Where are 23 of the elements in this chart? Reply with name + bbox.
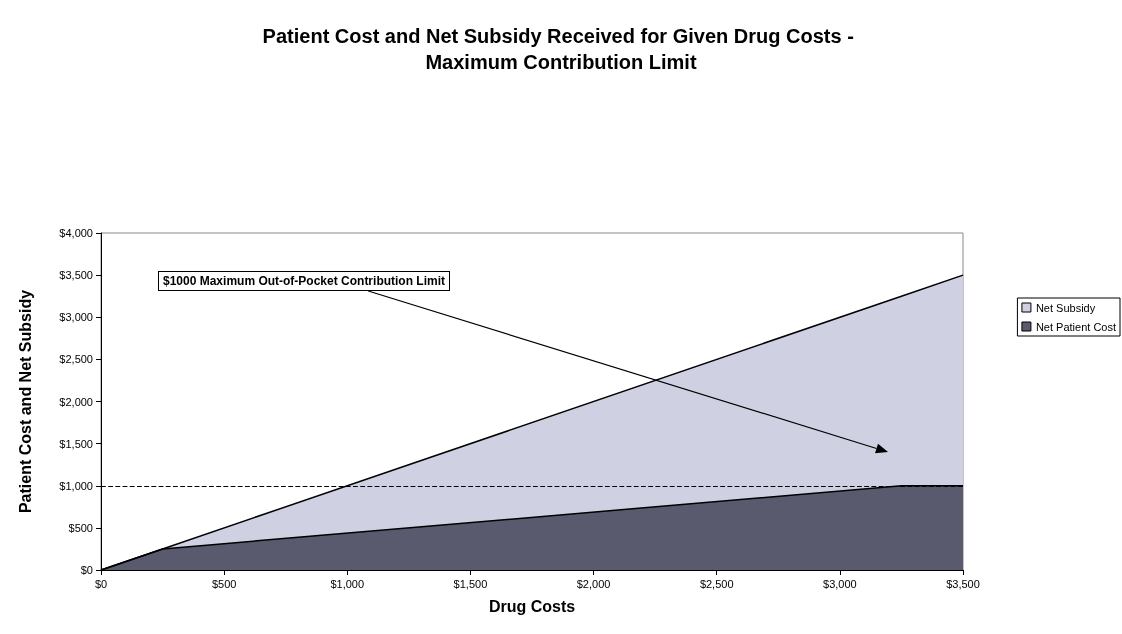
- y-tick-label: $1,500: [59, 437, 93, 450]
- y-tick-label: $0: [80, 564, 93, 576]
- x-tick-label: $0: [94, 577, 108, 590]
- x-axis-title: Drug Costs: [488, 597, 576, 615]
- y-tick-label: $3,000: [59, 311, 93, 324]
- y-tick-label: $3,500: [59, 269, 93, 282]
- y-tick-label: $2,000: [59, 395, 93, 408]
- y-tick-label: $2,500: [59, 353, 93, 366]
- y-tick-label: $1,000: [59, 479, 93, 492]
- y-tick-label: $4,000: [59, 227, 93, 239]
- x-tick-label: $500: [211, 577, 237, 590]
- annotation: $1000 Maximum Out-of-Pocket Contribution Limit: [158, 271, 451, 291]
- x-tick-label: $2,000: [576, 577, 611, 590]
- x-tick-label: $2,500: [699, 577, 734, 590]
- legend-label: Net Subsidy: [1035, 301, 1096, 314]
- x-tick-label: $3,500: [946, 577, 980, 590]
- x-tick-label: $1,500: [453, 577, 488, 590]
- y-axis-title: Patient Cost and Net Subsidy: [16, 289, 34, 514]
- legend-label: Net Patient Cost: [1035, 320, 1116, 333]
- x-tick-label: $1,000: [330, 577, 365, 590]
- y-tick-label: $500: [68, 521, 93, 534]
- x-tick-label: $3,000: [823, 577, 857, 590]
- chart-title: Patient Cost and Net Subsidy Received for Given Drug Costs - Maximum Contribution Limit: [262, 25, 860, 73]
